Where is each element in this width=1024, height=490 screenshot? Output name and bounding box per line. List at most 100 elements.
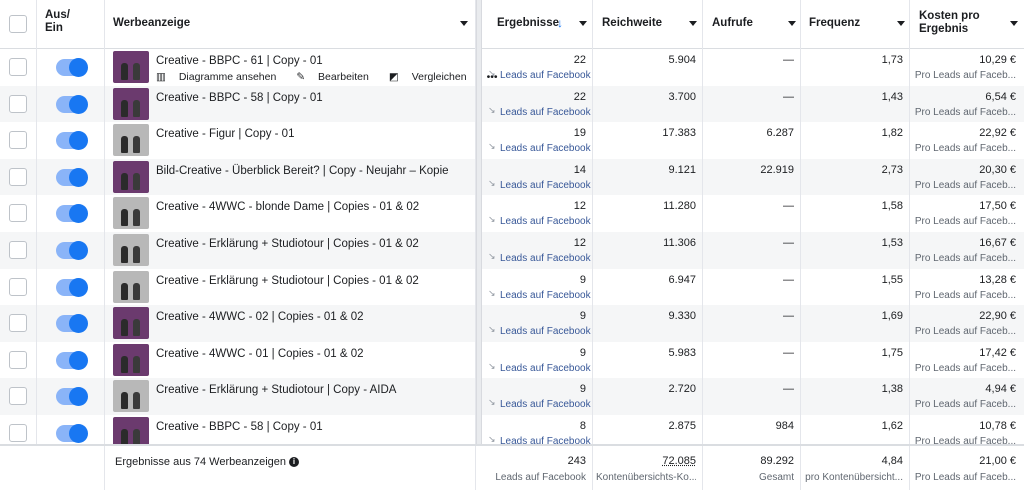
row-toggle[interactable] xyxy=(56,277,88,297)
ad-thumbnail[interactable] xyxy=(113,197,149,230)
row-result-type[interactable]: Leads auf Facebook xyxy=(500,106,591,118)
row-toggle[interactable] xyxy=(56,350,88,370)
ad-name[interactable]: Creative - BBPC - 58 | Copy - 01 xyxy=(156,91,323,104)
table-row[interactable]: Creative - 4WWC - 01 | Copies - 01 & 02 9… xyxy=(0,341,1024,379)
table-row[interactable]: Bild-Creative - Überblick Bereit? | Copy… xyxy=(0,158,1024,196)
row-toggle[interactable] xyxy=(56,314,88,334)
table-row[interactable]: Creative - Erklärung + Studiotour | Copi… xyxy=(0,232,1024,269)
ad-name[interactable]: Creative - Erklärung + Studiotour | Copi… xyxy=(156,274,419,287)
compare-action[interactable]: ◩ Vergleichen xyxy=(389,71,477,83)
ad-name[interactable]: Creative - 4WWC - 02 | Copies - 01 & 02 xyxy=(156,311,364,324)
select-all-checkbox[interactable] xyxy=(9,15,27,33)
ad-thumbnail[interactable] xyxy=(113,307,149,340)
ad-thumbnail[interactable] xyxy=(113,160,149,193)
attribution-icon: ↘ xyxy=(488,141,496,152)
header-results[interactable]: Ergebnisse ↓ xyxy=(482,0,593,49)
ad-thumbnail[interactable] xyxy=(113,87,149,120)
row-select-cell xyxy=(0,415,37,452)
row-toggle[interactable] xyxy=(56,387,88,407)
ad-thumbnail[interactable] xyxy=(113,124,149,157)
row-toggle[interactable] xyxy=(56,167,88,187)
row-result-type[interactable]: Leads auf Facebook xyxy=(500,289,591,301)
row-frequency: 1,75 xyxy=(881,346,903,359)
row-toggle[interactable] xyxy=(56,58,88,77)
row-toggle[interactable] xyxy=(56,131,88,151)
table-row[interactable]: Creative - 4WWC - blonde Dame | Copies -… xyxy=(0,195,1024,232)
chevron-down-icon[interactable] xyxy=(1010,21,1018,26)
row-checkbox[interactable] xyxy=(9,424,27,442)
row-toggle[interactable] xyxy=(56,241,88,260)
row-checkbox[interactable] xyxy=(9,277,27,296)
chevron-down-icon[interactable] xyxy=(460,21,468,26)
column-splitter[interactable] xyxy=(476,0,482,490)
row-result-type[interactable]: Leads auf Facebook xyxy=(500,436,591,447)
row-checkbox[interactable] xyxy=(9,167,27,186)
table-row[interactable]: Creative - Erklärung + Studiotour | Copy… xyxy=(0,378,1024,415)
table-row[interactable]: Creative - BBPC - 58 | Copy - 01 8 ↘ Leads … xyxy=(0,415,1024,452)
header-cost[interactable]: Kosten pro Ergebnis xyxy=(910,0,1024,49)
table-row[interactable]: Creative - Erklärung + Studiotour | Copi… xyxy=(0,268,1024,306)
row-result-type[interactable]: Leads auf Facebook xyxy=(500,399,591,411)
row-result-type[interactable]: Leads auf Facebook xyxy=(500,70,591,81)
footer-summary: Ergebnisse aus 74 Werbeanzeigen i xyxy=(115,456,300,468)
row-result-type[interactable]: Leads auf Facebook xyxy=(500,362,591,374)
row-ad-cell: Bild-Creative - Überblick Bereit? | Copy… xyxy=(105,158,476,196)
chevron-down-icon[interactable] xyxy=(689,21,697,26)
row-result-type[interactable]: Leads auf Facebook xyxy=(500,216,591,228)
ad-thumbnail[interactable] xyxy=(113,417,149,449)
table-row[interactable]: Creative - 4WWC - 02 | Copies - 01 & 02 9… xyxy=(0,305,1024,342)
row-result-type[interactable]: Leads auf Facebook xyxy=(500,179,591,191)
ad-name[interactable]: Creative - Figur | Copy - 01 xyxy=(156,128,295,141)
row-impressions: — xyxy=(783,90,794,103)
charts-action[interactable]: ▥ Diagramme ansehen xyxy=(156,71,286,83)
row-checkbox[interactable] xyxy=(9,131,27,150)
row-checkbox[interactable] xyxy=(9,241,27,259)
info-icon[interactable]: i xyxy=(289,457,300,468)
row-toggle[interactable] xyxy=(56,424,88,443)
ad-thumbnail[interactable] xyxy=(113,51,149,83)
row-checkbox[interactable] xyxy=(9,204,27,223)
ad-name[interactable]: Creative - 4WWC - blonde Dame | Copies -… xyxy=(156,201,420,214)
header-impressions[interactable]: Aufrufe xyxy=(703,0,801,49)
ad-thumbnail[interactable] xyxy=(113,270,149,303)
row-frequency: 1,82 xyxy=(881,127,903,140)
ad-name[interactable]: Bild-Creative - Überblick Bereit? | Copy… xyxy=(156,164,449,177)
header-toggle: Aus/ Ein xyxy=(37,0,105,49)
more-options-button[interactable]: ••• xyxy=(486,71,498,83)
header-frequency[interactable]: Frequenz xyxy=(801,0,910,49)
sort-descending-icon[interactable]: ↓ xyxy=(557,16,563,30)
row-result-type[interactable]: Leads auf Facebook xyxy=(500,253,591,264)
row-result-type[interactable]: Leads auf Facebook xyxy=(500,143,591,155)
ad-thumbnail[interactable] xyxy=(113,380,149,413)
row-checkbox[interactable] xyxy=(9,350,27,369)
ad-name[interactable]: Creative - BBPC - 58 | Copy - 01 xyxy=(156,421,323,433)
header-ad[interactable]: Werbeanzeige xyxy=(105,0,476,49)
ad-name[interactable]: Creative - Erklärung + Studiotour | Copy… xyxy=(156,384,397,397)
table-row[interactable]: Creative - Figur | Copy - 01 19 ↘ Leads auf… xyxy=(0,122,1024,159)
chevron-down-icon[interactable] xyxy=(788,21,796,26)
row-checkbox[interactable] xyxy=(9,314,27,333)
row-cost: 20,30 € xyxy=(979,163,1016,176)
edit-action[interactable]: ✎ Bearbeiten xyxy=(296,71,379,83)
table-row[interactable]: Creative - BBPC - 61 | Copy - 01 ▥ Diagra… xyxy=(0,49,1024,86)
row-cost-cell: 20,30 € Pro Leads auf Faceb... xyxy=(910,159,1024,196)
ad-thumbnail[interactable] xyxy=(113,343,149,376)
table-row[interactable]: Creative - BBPC - 58 | Copy - 01 22 ↘ Leads… xyxy=(0,85,1024,123)
ad-thumbnail[interactable] xyxy=(113,234,149,266)
row-toggle[interactable] xyxy=(56,204,88,224)
chevron-down-icon[interactable] xyxy=(897,21,905,26)
row-checkbox[interactable] xyxy=(9,94,27,113)
row-checkbox[interactable] xyxy=(9,58,27,76)
footer-reach[interactable]: 72.085 xyxy=(662,455,696,467)
ad-name[interactable]: Creative - Erklärung + Studiotour | Copi… xyxy=(156,238,419,250)
ad-name[interactable]: Creative - BBPC - 61 | Copy - 01 xyxy=(156,55,323,67)
row-result-type[interactable]: Leads auf Facebook xyxy=(500,326,591,338)
row-checkbox[interactable] xyxy=(9,387,27,406)
chevron-down-icon[interactable] xyxy=(579,21,587,26)
row-reach: 11.280 xyxy=(663,200,696,213)
ad-name[interactable]: Creative - 4WWC - 01 | Copies - 01 & 02 xyxy=(156,347,364,360)
attribution-icon: ↘ xyxy=(488,434,496,444)
row-toggle-cell xyxy=(37,378,105,415)
row-toggle[interactable] xyxy=(56,94,88,114)
header-reach[interactable]: Reichweite xyxy=(593,0,703,49)
